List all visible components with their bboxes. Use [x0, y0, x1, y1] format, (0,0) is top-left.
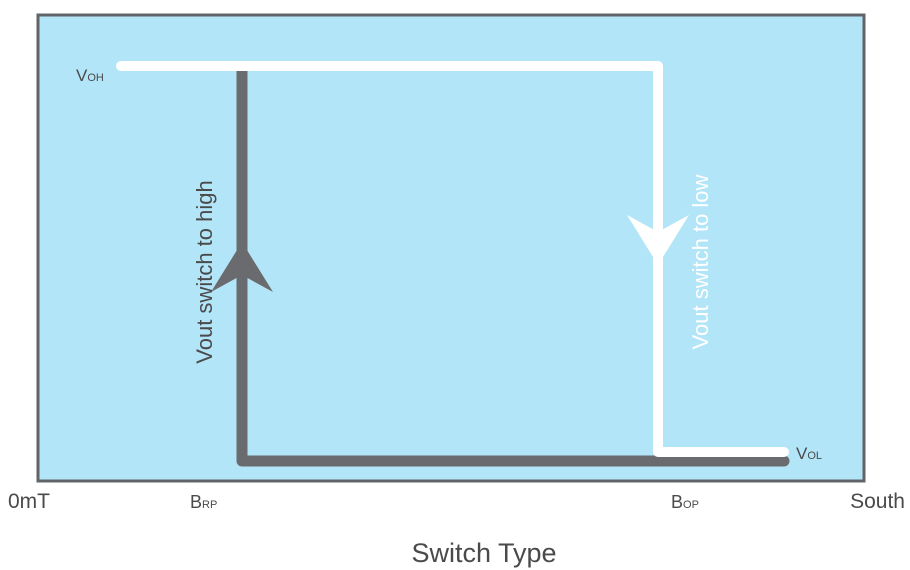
diagram-panel — [36, 13, 866, 483]
axis-label-bop: BOP — [671, 492, 699, 512]
voh-label: VOH — [76, 66, 104, 85]
diagram-title: Switch Type — [411, 538, 556, 568]
switch-low-label: Vout switch to low — [688, 174, 713, 349]
axis-label-south: South — [850, 490, 905, 513]
down-arrow-icon — [627, 215, 689, 265]
switch-high-label: Vout switch to high — [192, 180, 217, 363]
axis-label-brp: BRP — [190, 492, 217, 512]
vol-label: VOL — [796, 444, 822, 463]
up-arrow-icon — [211, 242, 273, 292]
rising-path — [236, 62, 790, 467]
axis-label-0mt: 0mT — [8, 490, 50, 513]
